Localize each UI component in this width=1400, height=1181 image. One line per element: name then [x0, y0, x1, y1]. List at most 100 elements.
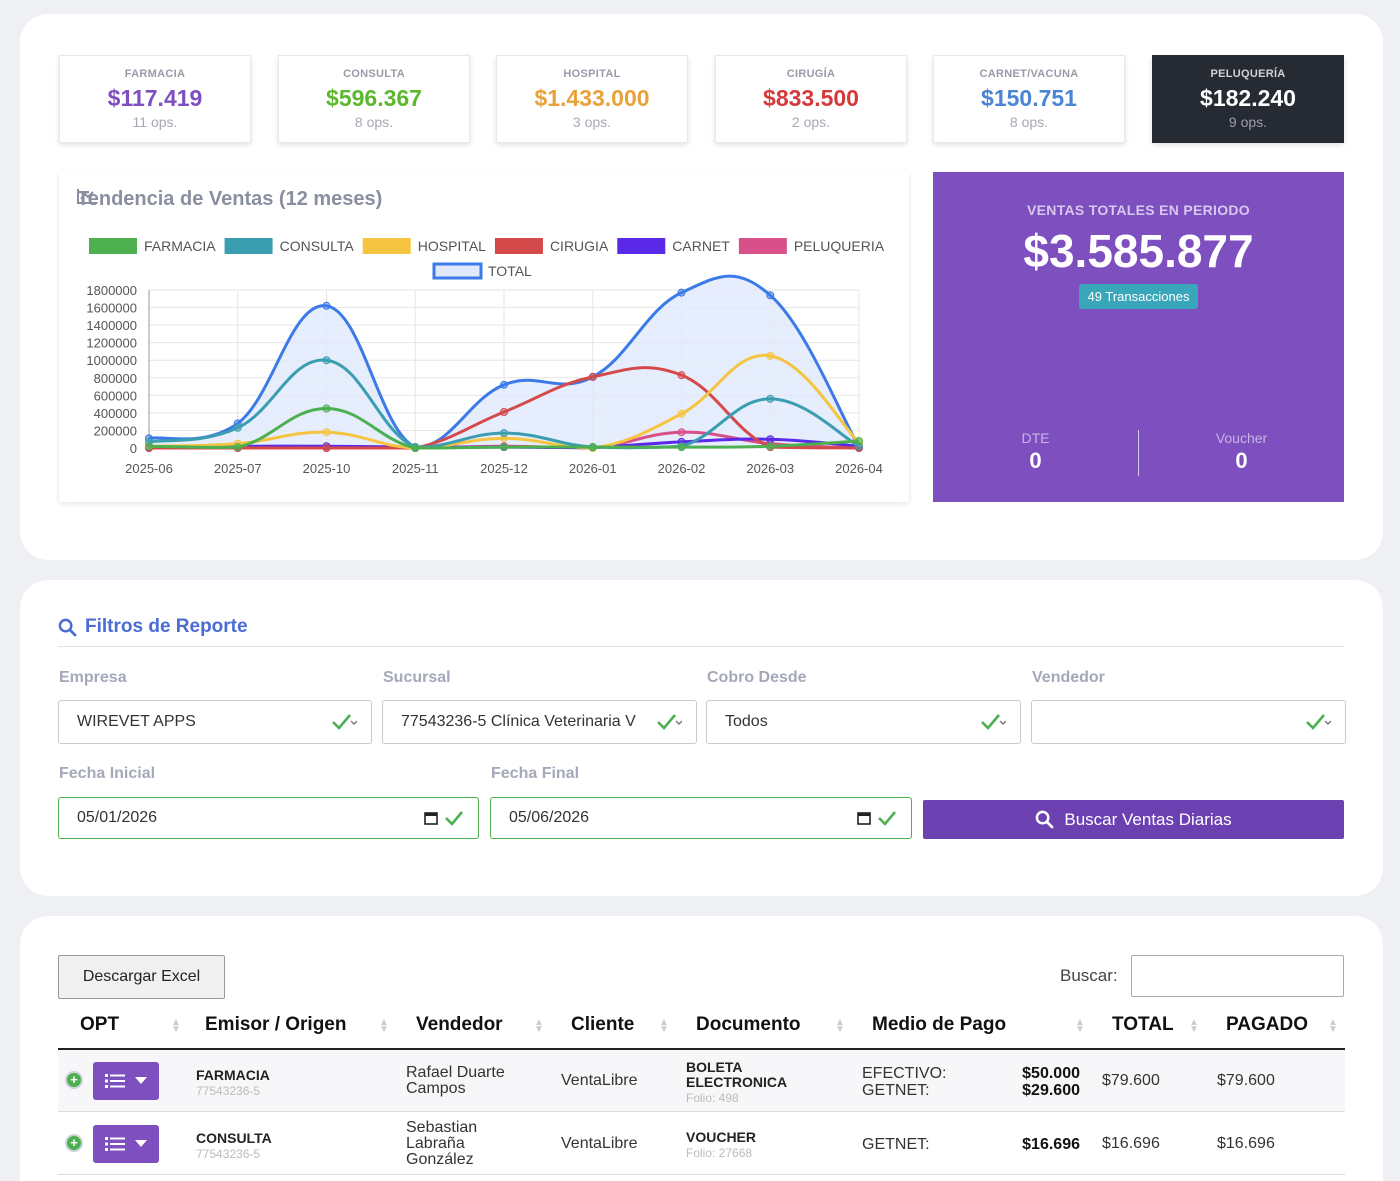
- data-point-cirugia: [322, 444, 331, 452]
- y-tick-label: 1400000: [86, 318, 137, 333]
- data-point-farmacia: [677, 443, 686, 452]
- legend-label-peluqueria: PELUQUERIA: [794, 238, 885, 254]
- x-tick-label: 2026-04: [835, 461, 883, 476]
- data-point-farmacia: [411, 444, 420, 452]
- legend-label-cirugia: CIRUGIA: [550, 238, 609, 254]
- sort-icon[interactable]: ▲ ▼: [1189, 1017, 1199, 1035]
- data-point-farmacia: [145, 442, 153, 451]
- x-tick-label: 2026-02: [658, 461, 706, 476]
- pagado-cell: $79.600: [1217, 1072, 1275, 1089]
- stat-ops: 11 ops.: [132, 114, 178, 130]
- table-search-input[interactable]: [1131, 955, 1344, 997]
- column-header-emisor[interactable]: Emisor / Origen: [205, 1014, 347, 1035]
- fecha-final-input[interactable]: 05/06/2026: [490, 797, 912, 839]
- valid-check-icon: [331, 712, 358, 737]
- row-options-button[interactable]: [93, 1062, 159, 1100]
- calendar-icon[interactable]: [857, 811, 871, 830]
- x-tick-label: 2026-03: [746, 461, 794, 476]
- cobro-label: Cobro Desde: [707, 669, 807, 686]
- calendar-icon[interactable]: [424, 811, 438, 830]
- stat-ops: 8 ops.: [354, 114, 394, 130]
- data-point-farmacia: [855, 436, 863, 445]
- empresa-select[interactable]: WIREVET APPS: [58, 700, 372, 744]
- total-sales-card: VENTAS TOTALES EN PERIODO $3.585.877 49 …: [933, 172, 1344, 502]
- table-row: + FARMACIA 77543236-5 Rafael Duarte Camp…: [58, 1050, 1345, 1112]
- sucursal-select[interactable]: 77543236-5 Clínica Veterinaria V: [382, 700, 697, 744]
- vendedor-label: Vendedor: [1032, 669, 1105, 686]
- x-tick-label: 2025-07: [214, 461, 262, 476]
- sort-icon[interactable]: ▲ ▼: [379, 1017, 389, 1035]
- sales-table-panel: Descargar Excel Buscar: OPT ▲ ▼ Emisor / …: [20, 916, 1383, 1181]
- fecha-final-label: Fecha Final: [491, 765, 580, 782]
- stat-value: $150.751: [981, 85, 1077, 111]
- data-point-total: [500, 380, 508, 389]
- fecha-final-value: 05/06/2026: [509, 809, 590, 826]
- chart-title: Tendencia de Ventas (12 meses): [77, 188, 382, 211]
- search-sales-button[interactable]: Buscar Ventas Diarias: [923, 800, 1344, 839]
- stat-label: CARNET/VACUNA: [979, 68, 1079, 80]
- data-point-hospital: [677, 409, 686, 418]
- dashboard-panel: FARMACIA $117.419 11 ops. CONSULTA $596.…: [20, 14, 1383, 560]
- download-excel-button[interactable]: Descargar Excel: [58, 955, 225, 999]
- column-header-cliente[interactable]: Cliente: [571, 1014, 635, 1035]
- stat-label: CIRUGÍA: [786, 68, 836, 80]
- cobro-desde-select[interactable]: Todos: [706, 700, 1021, 744]
- y-tick-label: 1800000: [86, 283, 137, 298]
- valid-check-icon: [980, 712, 1007, 737]
- data-point-farmacia: [766, 442, 775, 451]
- series-line-consulta: [148, 358, 860, 450]
- stat-label: CONSULTA: [343, 68, 405, 80]
- column-header-medio-pago[interactable]: Medio de Pago: [872, 1014, 1007, 1035]
- data-point-total: [766, 291, 775, 300]
- data-point-farmacia: [233, 443, 242, 452]
- dte-value: 0: [1029, 448, 1042, 473]
- column-header-pagado[interactable]: PAGADO: [1226, 1014, 1308, 1035]
- sales-trend-card: Tendencia de Ventas (12 meses) 0 200000 40…: [59, 172, 909, 502]
- vendedor-select[interactable]: [1031, 700, 1346, 744]
- stat-label: HOSPITAL: [563, 68, 621, 80]
- pagado-cell: $16.696: [1217, 1135, 1275, 1152]
- column-header-documento[interactable]: Documento: [696, 1014, 801, 1035]
- legend-label-total: TOTAL: [488, 263, 532, 279]
- sort-icon[interactable]: ▲ ▼: [534, 1017, 544, 1035]
- x-tick-label: 2025-12: [480, 461, 528, 476]
- valid-check-icon: [1305, 712, 1332, 737]
- sort-icon[interactable]: ▲ ▼: [835, 1017, 845, 1035]
- expand-row-icon[interactable]: +: [65, 1134, 83, 1152]
- medio-pago-cell: GETNET: $16.696: [862, 1136, 1080, 1153]
- expand-row-icon[interactable]: +: [65, 1071, 83, 1089]
- y-tick-label: 400000: [94, 406, 137, 421]
- table-search-label: Buscar:: [1060, 966, 1118, 985]
- sort-icon[interactable]: ▲ ▼: [659, 1017, 669, 1035]
- search-icon: [58, 618, 77, 636]
- y-tick-label: 200000: [94, 423, 137, 438]
- sort-icon[interactable]: ▲ ▼: [1328, 1017, 1338, 1035]
- x-tick-label: 2025-10: [303, 461, 351, 476]
- total-cell: $79.600: [1102, 1072, 1160, 1089]
- payment-line: GETNET: $29.600: [862, 1082, 1080, 1099]
- data-point-cirugia: [677, 371, 686, 380]
- sort-icon[interactable]: ▲ ▼: [171, 1017, 181, 1035]
- stat-value: $833.500: [763, 85, 859, 111]
- legend-label-farmacia: FARMACIA: [144, 238, 216, 254]
- sucursal-label: Sucursal: [383, 669, 451, 686]
- y-tick-label: 1600000: [86, 301, 137, 316]
- payment-amount: $29.600: [1022, 1082, 1080, 1099]
- fecha-inicial-input[interactable]: 05/01/2026: [58, 797, 479, 839]
- legend-swatch-carnet: [617, 238, 666, 254]
- data-point-peluqueria: [677, 428, 686, 437]
- valid-check-icon: [444, 808, 464, 833]
- emisor-cell: CONSULTA 77543236-5: [196, 1130, 272, 1162]
- data-point-farmacia: [588, 443, 597, 452]
- search-button-label: Buscar Ventas Diarias: [1064, 809, 1232, 829]
- stat-card-hospital: HOSPITAL $1.433.000 3 ops.: [496, 55, 688, 143]
- row-options-button[interactable]: [93, 1125, 159, 1163]
- sort-icon[interactable]: ▲ ▼: [1075, 1017, 1085, 1035]
- legend-swatch-cirugia: [494, 238, 543, 254]
- series-line-total: [148, 274, 861, 449]
- column-header-vendedor[interactable]: Vendedor: [416, 1014, 503, 1035]
- column-header-total[interactable]: TOTAL: [1112, 1014, 1174, 1035]
- total-cell: $16.696: [1102, 1135, 1160, 1152]
- table-header-rule: [58, 1048, 1345, 1050]
- column-header-opt[interactable]: OPT: [80, 1014, 120, 1035]
